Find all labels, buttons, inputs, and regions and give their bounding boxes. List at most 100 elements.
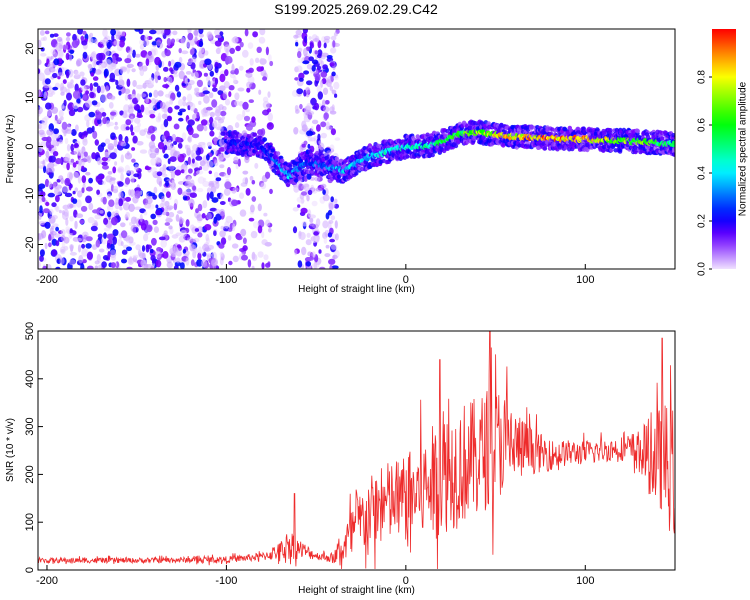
spectral-cell (118, 90, 122, 96)
spectral-cell (248, 99, 254, 103)
spectral-cell (55, 195, 60, 203)
spectral-cell (309, 217, 314, 223)
spectral-cell (354, 171, 359, 176)
spectral-cell (94, 69, 102, 75)
colorbar-tick-label: 0.6 (697, 118, 708, 132)
spectral-cell (100, 85, 105, 94)
spectral-cell (325, 244, 330, 249)
x-tick-label: 100 (576, 274, 594, 286)
spectral-cell (208, 170, 212, 175)
spectral-cell (155, 209, 162, 216)
spectral-cell (204, 58, 212, 66)
spectral-cell (114, 121, 118, 126)
spectral-cell (103, 68, 109, 78)
spectral-cell (176, 91, 182, 98)
spectral-cell (299, 103, 303, 110)
spectral-cell (595, 127, 600, 132)
spectral-cell (187, 135, 193, 143)
spectral-cell (168, 165, 175, 171)
spectral-cell (189, 48, 195, 56)
spectral-cell (206, 192, 210, 201)
spectral-cell (297, 260, 303, 268)
spectral-cell (251, 265, 255, 269)
spectral-cell (145, 244, 150, 253)
spectral-cell (141, 263, 149, 269)
spectral-cell (38, 212, 43, 217)
spectral-cell (88, 34, 92, 43)
spectral-cell (251, 196, 257, 202)
spectral-cell (265, 219, 271, 227)
spectral-cell (155, 259, 162, 268)
spectral-cell (154, 29, 163, 35)
spectral-cell (139, 44, 145, 50)
spectral-cell (313, 231, 319, 236)
spectral-cell (220, 237, 227, 246)
spectral-cell (148, 77, 155, 86)
spectral-cell (225, 55, 233, 64)
spectral-cell (85, 236, 93, 242)
spectral-cell (224, 69, 229, 77)
spectral-cell (321, 99, 326, 107)
spectral-cell (168, 211, 175, 218)
spectral-cell (209, 130, 215, 137)
spectral-cell (166, 38, 171, 46)
spectral-cell (178, 217, 185, 224)
spectral-cell (237, 158, 241, 167)
spectral-cell (69, 49, 75, 55)
spectral-cell (242, 170, 249, 175)
spectral-cell (77, 175, 81, 184)
spectral-cell (124, 136, 129, 144)
spectral-cell (150, 213, 156, 220)
spectral-cell (256, 66, 264, 72)
spectral-cell (170, 38, 176, 44)
spectral-cell (52, 86, 59, 91)
spectral-cell (126, 66, 130, 74)
spectral-cell (207, 80, 214, 86)
y-tick-label: -10 (24, 188, 36, 204)
spectral-cell (88, 202, 94, 211)
spectral-cell (99, 39, 106, 45)
spectral-cell (158, 236, 166, 241)
spectral-cell (166, 205, 174, 210)
spectral-cell (164, 49, 171, 57)
spectral-cell (92, 59, 97, 68)
spectral-cell (82, 95, 87, 100)
spectral-cell (150, 49, 156, 57)
spectral-cell (168, 225, 173, 230)
spectral-cell (117, 31, 121, 37)
spectral-cell (72, 190, 76, 195)
spectral-cell (140, 223, 147, 231)
spectral-cell (38, 68, 41, 74)
spectral-cell (301, 143, 306, 148)
spectral-cell (329, 106, 335, 113)
spectral-cell (275, 151, 281, 156)
spectral-cell (260, 69, 267, 77)
spectral-cell (405, 154, 410, 159)
spectral-cell (301, 120, 307, 129)
spectral-cell (672, 152, 675, 157)
spectral-cell (48, 66, 56, 73)
spectral-cell (53, 51, 58, 58)
spectral-cell (82, 51, 88, 59)
spectral-cell (166, 115, 171, 122)
spectral-cell (95, 53, 104, 61)
spectral-cell (83, 151, 88, 157)
spectral-cell (222, 91, 228, 100)
spectral-cell (242, 109, 246, 118)
spectral-cell (202, 181, 210, 187)
spectral-cell (206, 212, 212, 220)
spectral-cell (48, 234, 52, 242)
spectral-cell (263, 156, 269, 162)
spectral-cell (215, 208, 221, 214)
spectral-cell (215, 213, 222, 221)
spectral-cell (101, 161, 108, 166)
spectral-cell (315, 187, 323, 192)
spectral-cell (124, 214, 128, 220)
spectral-cell (91, 152, 97, 160)
spectral-cell (118, 75, 123, 81)
spectral-cell (295, 41, 299, 47)
spectral-cell (529, 124, 534, 130)
spectral-cell (100, 94, 108, 103)
spectral-cell (163, 76, 168, 83)
spectral-cell (228, 85, 235, 91)
